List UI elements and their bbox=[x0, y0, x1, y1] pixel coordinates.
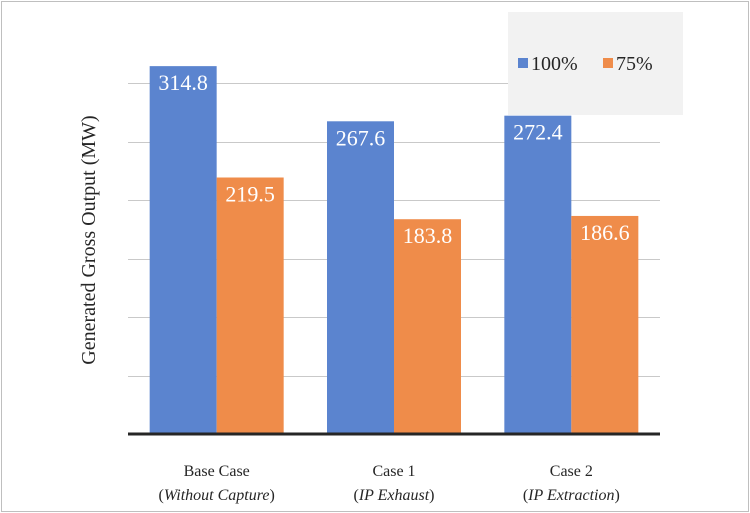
data-label: 272.4 bbox=[513, 120, 563, 145]
legend-swatch bbox=[518, 58, 528, 68]
data-label: 314.8 bbox=[158, 70, 208, 95]
category-label: Case 2 bbox=[550, 463, 593, 480]
category-label: Case 1 bbox=[372, 463, 415, 480]
legend-label: 100% bbox=[531, 53, 578, 75]
bars bbox=[149, 66, 639, 434]
data-label: 219.5 bbox=[225, 181, 275, 206]
data-label: 183.8 bbox=[403, 223, 453, 248]
data-label: 267.6 bbox=[336, 125, 386, 150]
data-labels: 314.8 219.5 267.6 183.8 272.4 186.6 bbox=[158, 70, 629, 248]
category-sublabel: (Without Capture) bbox=[159, 487, 275, 504]
legend-swatch bbox=[603, 58, 613, 68]
y-axis-label: Generated Gross Output (MW) bbox=[78, 115, 100, 364]
legend-label: 75% bbox=[616, 53, 653, 75]
bar-100pct-3 bbox=[504, 115, 572, 434]
bar-75pct-1 bbox=[216, 177, 284, 434]
category-labels: Base Case (Without Capture) Case 1 (IP Exha… bbox=[159, 463, 620, 504]
bar-75pct-3 bbox=[571, 215, 639, 434]
bar-100pct-1 bbox=[149, 66, 217, 434]
category-sublabel: (IP Exhaust) bbox=[353, 487, 434, 504]
category-label: Base Case bbox=[184, 463, 250, 480]
legend-entries: 100% 75% bbox=[518, 53, 653, 75]
legend-background bbox=[508, 12, 683, 115]
category-sublabel: (IP Extraction) bbox=[523, 487, 620, 504]
bar-100pct-2 bbox=[327, 121, 394, 434]
data-label: 186.6 bbox=[580, 220, 630, 245]
bar-75pct-2 bbox=[394, 219, 461, 434]
legend: 100% 75% bbox=[508, 12, 683, 115]
